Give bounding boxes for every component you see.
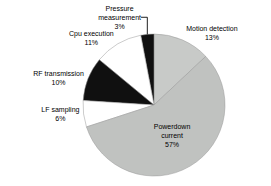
svg-text:Pressuremeasurement3%: Pressuremeasurement3% — [98, 5, 141, 30]
svg-text:LF sampling6%: LF sampling6% — [41, 106, 79, 122]
svg-text:Motion detection13%: Motion detection13% — [186, 25, 237, 41]
svg-text:RF transmission10%: RF transmission10% — [33, 70, 84, 86]
svg-text:Powerdowncurrent57%: Powerdowncurrent57% — [154, 123, 191, 148]
svg-text:Cpu execution11%: Cpu execution11% — [69, 30, 114, 46]
